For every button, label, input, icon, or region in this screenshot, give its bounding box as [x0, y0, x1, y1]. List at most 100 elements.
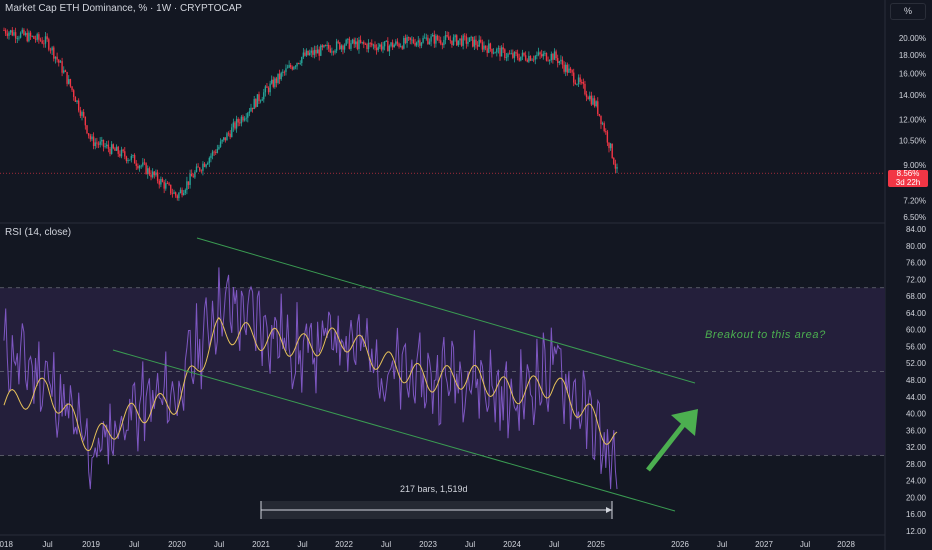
candle-body	[176, 195, 178, 199]
candle-body	[428, 41, 431, 45]
y-axis-ticks: 20.00% 18.00% 16.00% 14.00% 12.00% 10.50% 9.00…	[899, 34, 927, 536]
candle-body	[489, 43, 492, 49]
candle-body	[256, 94, 259, 107]
candle-body	[351, 39, 354, 44]
rsi-tick-label: 12.00	[906, 527, 927, 536]
candle-body	[117, 146, 119, 154]
candle-body	[334, 50, 336, 53]
candle-body	[294, 66, 297, 68]
candle-body	[122, 149, 124, 152]
candle-body	[499, 48, 501, 57]
candle-body	[603, 123, 605, 132]
rsi-tick-label: 76.00	[906, 259, 927, 268]
candle-body	[340, 45, 343, 50]
percent-scale-button[interactable]: %	[890, 3, 926, 20]
candle-body	[163, 181, 165, 189]
candle-body	[451, 40, 453, 45]
candle-body	[419, 40, 421, 46]
candle-body	[161, 179, 164, 182]
time-tick-label: 2020	[168, 540, 186, 549]
candle-body	[66, 71, 68, 84]
candle-body	[608, 142, 610, 149]
candle-body	[104, 146, 106, 147]
candle-body	[234, 122, 236, 129]
candle-body	[366, 44, 368, 50]
candle-body	[224, 137, 227, 141]
rsi-tick-label: 64.00	[906, 309, 927, 318]
candle-body	[356, 41, 359, 50]
candle-body	[375, 47, 378, 51]
candle-body	[513, 52, 516, 58]
channel-lower-line	[112, 349, 676, 512]
candle-body	[414, 42, 416, 46]
candle-body	[286, 67, 289, 69]
candle-body	[534, 55, 536, 60]
candle-body	[478, 39, 480, 47]
candle-body	[283, 71, 286, 73]
candle-body	[61, 61, 63, 73]
candle-body	[245, 117, 247, 119]
candle-body	[526, 59, 528, 62]
time-tick-label: 2022	[335, 540, 353, 549]
candle-body	[195, 166, 198, 172]
rsi-tick-label: 48.00	[906, 376, 927, 385]
candle-body	[197, 166, 199, 168]
candle-body	[235, 119, 238, 129]
candle-body	[339, 42, 341, 50]
candle-body	[398, 43, 400, 47]
candle-body	[574, 82, 577, 85]
candle-body	[579, 77, 581, 83]
candle-body	[170, 184, 172, 194]
candle-body	[240, 116, 243, 124]
candle-body	[609, 143, 612, 149]
candle-body	[59, 61, 62, 63]
candle-body	[296, 63, 298, 67]
candle-body	[561, 59, 564, 65]
candle-body	[255, 99, 257, 107]
rsi-tick-label: 72.00	[906, 275, 927, 284]
candle-body	[318, 49, 320, 56]
candle-body	[377, 46, 379, 51]
candle-body	[395, 41, 397, 45]
candle-body	[48, 39, 50, 50]
candle-body	[605, 131, 607, 132]
candle-body	[425, 37, 427, 39]
candle-body	[274, 78, 276, 87]
candle-body	[577, 77, 580, 85]
candle-body	[590, 95, 593, 105]
candle-body	[481, 42, 484, 50]
candle-body	[380, 44, 383, 50]
candle-body	[192, 176, 195, 178]
candle-body	[411, 39, 413, 41]
candle-body	[497, 48, 500, 49]
candle-body	[272, 79, 274, 87]
candle-body	[160, 179, 162, 185]
candle-body	[518, 57, 520, 61]
candle-body	[363, 41, 365, 44]
candle-body	[343, 45, 346, 50]
candle-body	[468, 37, 471, 42]
candle-body	[613, 157, 615, 165]
time-tick-label: Jul	[214, 540, 224, 549]
candle-body	[24, 32, 27, 36]
candle-body	[280, 72, 282, 80]
candle-body	[125, 156, 128, 162]
candle-body	[371, 43, 373, 46]
last-price-value: 8.56%	[896, 169, 920, 178]
candle-body	[4, 30, 7, 34]
candle-body	[155, 172, 157, 176]
rsi-tick-label: 24.00	[906, 477, 927, 486]
candle-body	[56, 56, 58, 60]
candle-body	[258, 94, 260, 102]
breakout-arrow-head	[671, 409, 698, 436]
candle-body	[129, 159, 131, 161]
candle-body	[138, 165, 141, 169]
candle-body	[560, 59, 562, 62]
candle-body	[293, 66, 295, 70]
x-axis-ticks: 2018 Jul 2019 Jul 2020 Jul 2021 Jul 2022 Jul 2023 J…	[0, 540, 855, 549]
candle-body	[200, 170, 203, 172]
candle-body	[494, 52, 496, 54]
candle-body	[531, 59, 533, 61]
candle-body	[399, 46, 402, 48]
